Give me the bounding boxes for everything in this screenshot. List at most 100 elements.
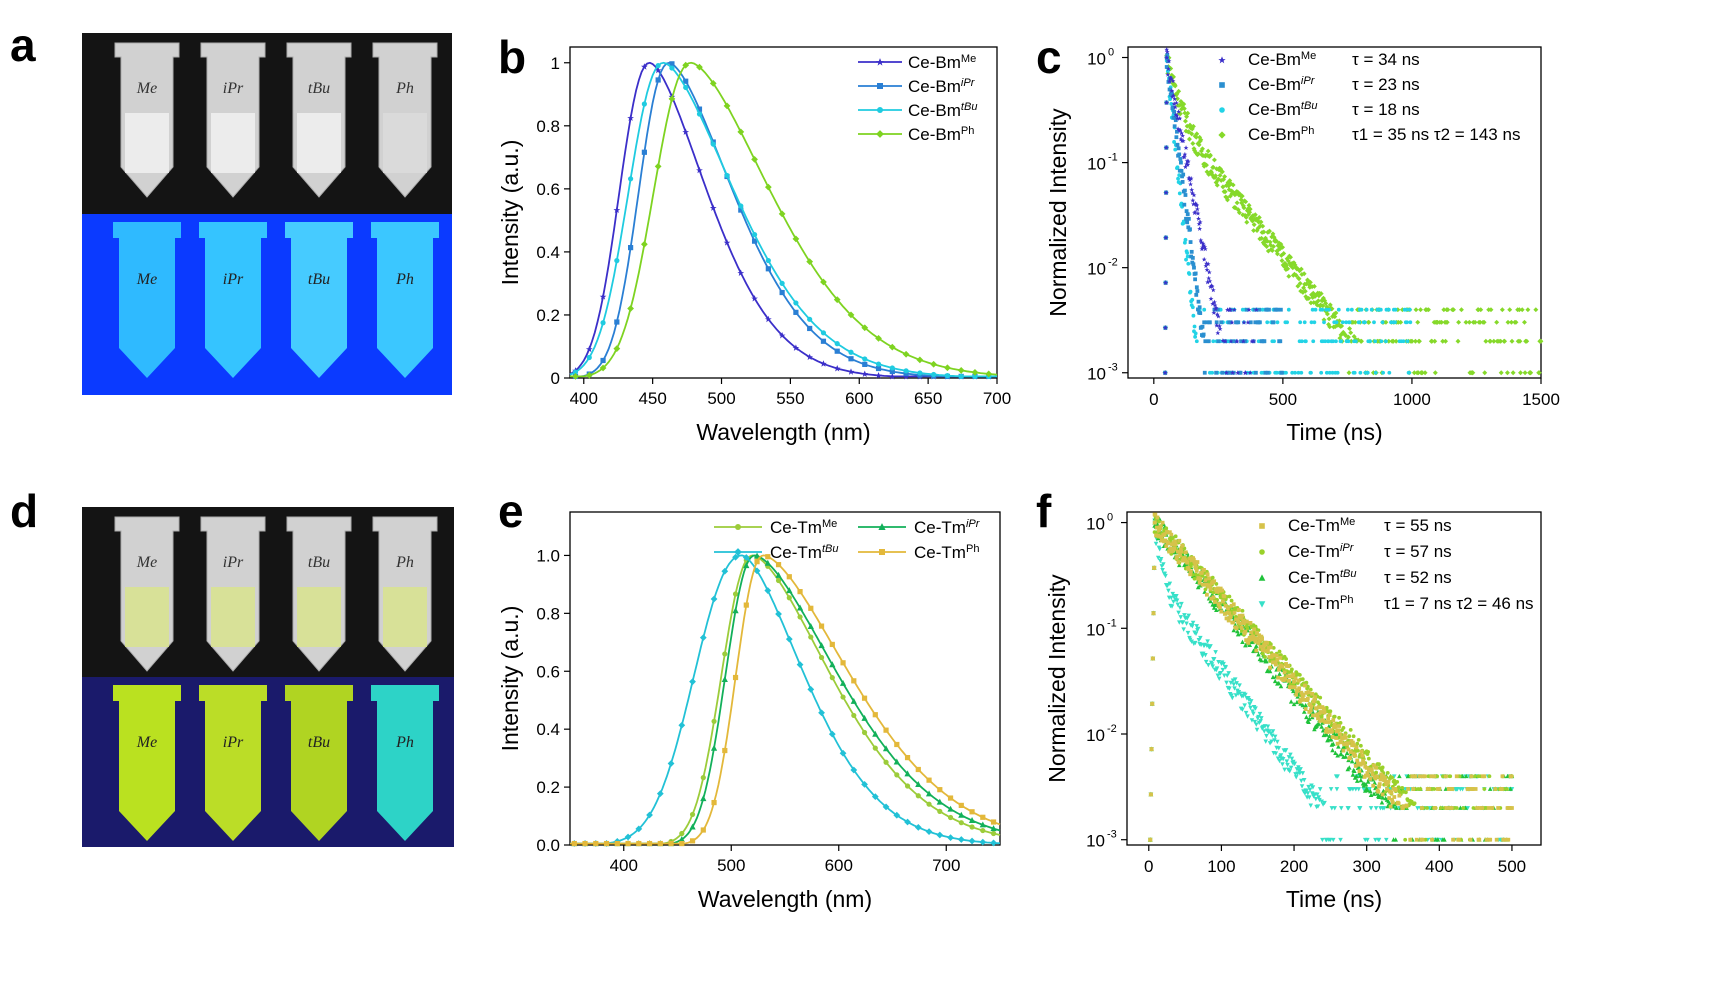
vial-bottom-label: Me [136,734,157,751]
series-point [1467,787,1472,791]
series-point [1316,705,1321,710]
series-point [914,824,922,831]
series-point [1205,152,1211,158]
series-point [1280,244,1286,250]
vial-top-powder [211,113,255,173]
series-point [1355,741,1360,746]
series-point [1254,648,1259,653]
series-point [1210,287,1216,293]
series-point [1291,260,1297,266]
series-point [820,338,827,344]
series-point [1276,746,1282,751]
series-point [1192,265,1196,270]
series-point [792,235,800,243]
series-point [1359,307,1364,312]
series-point [872,712,878,718]
series-point [1167,78,1173,84]
series-point [1412,801,1417,806]
series-point [1162,370,1168,376]
series-point [1365,787,1370,793]
series-point [1240,639,1245,645]
series-point [1223,603,1228,608]
series-point [1206,339,1211,344]
series-point [1236,320,1241,325]
series-point [1339,740,1344,745]
series-point [1299,271,1305,277]
series-point [1194,202,1200,208]
series-point [1328,787,1334,792]
series-point [1227,594,1232,599]
series-point [1499,787,1504,791]
series-point [1310,294,1316,300]
series-point [1254,722,1259,727]
series-point [700,795,707,802]
series-point [1407,802,1412,807]
series-point [1162,532,1167,537]
series-point [1418,307,1424,313]
series-point [1190,201,1196,207]
series-point [1195,560,1200,564]
series-point [1184,161,1190,167]
series-point [1212,302,1218,308]
series-point [1256,652,1261,657]
series-point [1165,66,1171,72]
series-point [696,166,703,174]
series-point [743,602,749,608]
series-point [751,238,758,244]
series-point [894,741,900,748]
series-line [570,554,1001,845]
series-point [786,574,792,580]
series-point [1293,676,1298,681]
series-point [1308,803,1314,808]
series-point [1158,557,1164,562]
series-point [1396,785,1401,790]
series-point [1235,617,1240,622]
series-point [1393,320,1397,325]
series-point [1327,720,1331,724]
series-point [980,827,986,834]
series-point [1300,697,1304,702]
series-point [1242,212,1248,218]
series-point [990,825,997,832]
y-tick-exponent: -3 [1107,829,1117,841]
y-axis-label: Normalized Intensity [1045,108,1071,317]
series-point [1413,774,1418,779]
series-point [1312,320,1317,325]
series-point [1505,806,1510,810]
series-point [1322,710,1327,715]
series-point [1303,339,1308,344]
series-point [1259,716,1264,721]
series-point [1299,690,1304,695]
series-point [888,343,896,351]
series-point [806,353,814,361]
series-point [1361,761,1366,766]
series-point [1204,162,1209,168]
series-point [1198,311,1203,315]
series-point [1470,370,1476,376]
legend-lifetime: τ = 52 ns [1384,568,1452,587]
x-tick-label: 500 [1498,857,1526,876]
series-point [1417,774,1422,779]
series-point [1203,653,1208,658]
series-point [1272,738,1277,743]
series-point [1230,370,1236,376]
series-point [678,835,685,842]
series-point [636,840,642,847]
series-point [778,210,786,218]
series-point [1171,599,1176,605]
series-point [1229,603,1234,608]
series-point [1240,203,1246,209]
legend-item: Ce-BmPh [858,125,974,144]
series-point [1358,777,1364,783]
chart-e: 400 500 600 7000.00.20.40.60.81.0Wavelength… [497,511,1001,912]
series-point [1443,774,1448,779]
series-point [1397,793,1402,798]
series-point [613,206,621,214]
series-point [1234,681,1239,686]
series-point [1177,191,1182,196]
series-point [641,63,648,70]
series-point [1305,791,1311,796]
series-point [828,730,836,738]
legend-label: Ce-TmMe [770,518,837,537]
series-point [1243,370,1249,376]
